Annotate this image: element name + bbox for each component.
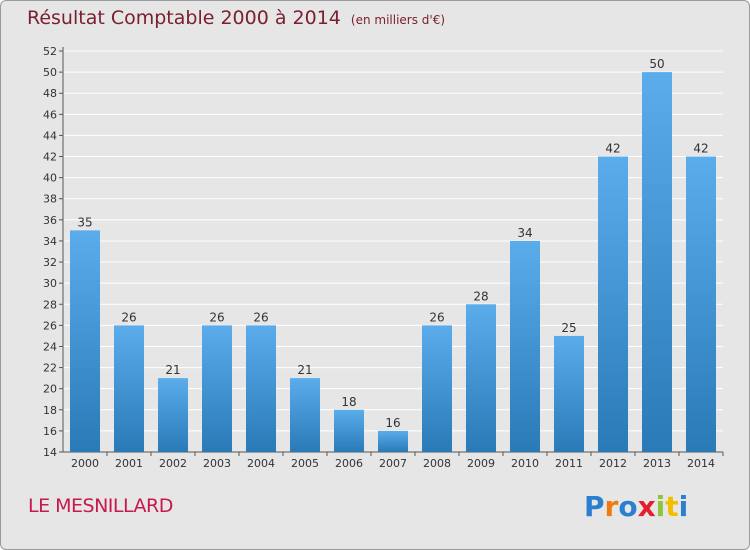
y-tick-label: 30 [43,277,57,290]
x-tick-label: 2006 [335,457,363,470]
y-tick-label: 20 [43,383,57,396]
y-tick-label: 48 [43,87,57,100]
value-label-2000: 35 [77,215,92,229]
y-tick-label: 14 [43,446,57,459]
bar-2011 [554,335,584,452]
x-tick-label: 2010 [511,457,539,470]
chart-title-text: Résultat Comptable 2000 à 2014 [27,7,341,29]
logo-letter: r [604,490,619,523]
logo-letter: i [678,490,689,523]
x-tick-label: 2007 [379,457,407,470]
x-tick-label: 2000 [71,457,99,470]
y-tick-label: 52 [43,45,57,58]
bar-2002 [158,378,188,452]
x-tick-label: 2003 [203,457,231,470]
value-label-2012: 42 [605,142,620,156]
y-tick-label: 24 [43,340,57,353]
value-label-2006: 18 [341,395,356,409]
value-label-2003: 26 [209,310,224,324]
value-label-2008: 26 [429,310,444,324]
logo-letter: x [637,490,656,523]
value-label-2004: 26 [253,310,268,324]
bar-2008 [422,325,452,452]
x-tick-label: 2008 [423,457,451,470]
y-tick-label: 44 [43,129,57,142]
x-tick-label: 2005 [291,457,319,470]
bar-2001 [114,325,144,452]
y-tick-label: 46 [43,108,57,121]
bar-2004 [246,325,276,452]
bar-2010 [510,240,540,452]
value-label-2001: 26 [121,310,136,324]
proxiti-logo: Proxiti [584,490,688,523]
y-tick-label: 40 [43,172,57,185]
bar-2005 [290,378,320,452]
value-labels: 35 26 21 26 26 21 18 16 26 28 34 25 42 50 42 [77,57,708,430]
x-tick-label: 2009 [467,457,495,470]
bar-2006 [334,409,364,452]
place-name: LE MESNILLARD [28,495,173,517]
x-tick-label: 2004 [247,457,275,470]
bar-2007 [378,430,408,452]
bar-2014 [686,156,716,453]
bar-2012 [598,156,628,453]
chart-subtitle: (en milliers d'€) [350,13,446,27]
x-tick-label: 2013 [643,457,671,470]
y-tick-label: 32 [43,256,57,269]
logo-letter: i [655,490,666,523]
logo-letter: P [584,490,605,523]
y-tick-label: 42 [43,151,57,164]
y-tick-label: 22 [43,362,57,375]
x-tick-label: 2014 [687,457,715,470]
x-tick-label: 2012 [599,457,627,470]
value-label-2009: 28 [473,289,488,303]
y-tick-label: 16 [43,425,57,438]
y-tick-label: 26 [43,319,57,332]
value-label-2013: 50 [649,57,664,71]
value-label-2002: 21 [165,363,180,377]
y-tick-label: 28 [43,298,57,311]
logo-letter: o [618,490,638,523]
logo-letter: t [665,490,679,523]
x-tick-label: 2001 [115,457,143,470]
y-tick-label: 36 [43,214,57,227]
value-label-2011: 25 [561,321,576,335]
y-tick-label: 50 [43,66,57,79]
chart-title: Résultat Comptable 2000 à 2014 (en millie… [27,7,445,29]
value-label-2014: 42 [693,142,708,156]
x-tick-label: 2002 [159,457,187,470]
value-label-2007: 16 [385,416,400,430]
bar-2013 [642,72,672,453]
bars [70,72,716,453]
y-tick-label: 34 [43,235,57,248]
bar-2009 [466,304,496,452]
bar-2000 [70,230,100,452]
value-label-2005: 21 [297,363,312,377]
x-tick-label: 2011 [555,457,583,470]
value-label-2010: 34 [517,226,532,240]
bar-2003 [202,325,232,452]
y-tick-label: 18 [43,404,57,417]
y-tick-label: 38 [43,193,57,206]
